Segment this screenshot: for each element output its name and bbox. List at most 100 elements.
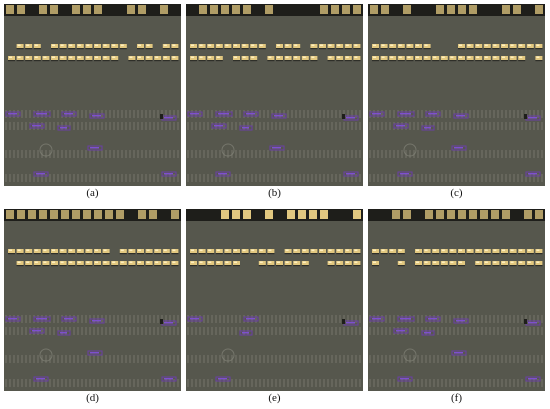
bus-shadow — [406, 60, 414, 62]
bus-shadow — [162, 60, 170, 62]
bus-roof — [163, 249, 167, 251]
detection-box — [421, 125, 435, 131]
bus-roof — [294, 249, 298, 251]
bus-roof — [86, 261, 90, 263]
bus-roof — [337, 249, 341, 251]
top-bus — [458, 210, 466, 219]
bus-shadow — [483, 48, 491, 50]
aerial-image-c — [368, 4, 545, 186]
detection-mark — [60, 127, 67, 129]
bus-roof — [450, 261, 454, 263]
detection-box — [187, 111, 203, 117]
bus-shadow — [16, 265, 24, 267]
detection-mark — [428, 113, 437, 115]
bus-roof — [199, 44, 203, 46]
detection-mark — [400, 113, 411, 115]
top-bus — [353, 210, 361, 219]
top-bus — [221, 5, 229, 14]
top-bus — [83, 210, 91, 219]
top-shadow-strip — [368, 209, 545, 221]
bus-shadow — [42, 253, 50, 255]
top-bus — [392, 210, 400, 219]
bus-roof — [285, 56, 289, 58]
detection-box — [393, 328, 409, 334]
top-bus — [320, 210, 328, 219]
bus-roof — [416, 56, 419, 58]
bus-shadow — [137, 253, 144, 255]
bus-roof — [34, 56, 38, 58]
bus-roof — [26, 249, 30, 251]
bus-roof — [294, 44, 298, 46]
bus-roof — [476, 249, 480, 251]
bus-roof — [502, 261, 505, 263]
bus-roof — [146, 56, 150, 58]
detection-box — [57, 330, 71, 336]
bus-shadow — [372, 48, 379, 50]
bus-shadow — [76, 265, 84, 267]
bus-roof — [441, 56, 445, 58]
bus-shadow — [258, 265, 266, 267]
bus-shadow — [233, 265, 240, 267]
bus-shadow — [233, 48, 240, 50]
bus-roof — [234, 44, 237, 46]
bus-shadow — [171, 265, 179, 267]
detection-box — [215, 171, 231, 177]
detection-box — [33, 171, 49, 177]
bus-roof — [52, 56, 55, 58]
top-bus — [403, 210, 411, 219]
bus-shadow — [119, 48, 127, 50]
aerial-image-b — [186, 4, 363, 186]
bus-shadow — [449, 60, 457, 62]
top-shadow-strip — [186, 4, 363, 16]
bus-shadow — [475, 60, 483, 62]
bus-roof — [259, 261, 263, 263]
bus-roof — [86, 56, 90, 58]
bus-roof — [510, 261, 514, 263]
bus-shadow — [102, 60, 110, 62]
detection-box — [397, 171, 413, 177]
bus-shadow — [415, 48, 422, 50]
detection-box — [57, 125, 71, 131]
bus-roof — [519, 56, 523, 58]
bus-roof — [172, 44, 176, 46]
bus-shadow — [207, 60, 215, 62]
bus-roof — [459, 44, 462, 46]
bus-shadow — [501, 60, 508, 62]
bus-shadow — [327, 60, 335, 62]
detection-box — [215, 111, 233, 117]
bus-shadow — [475, 253, 483, 255]
bus-roof — [103, 249, 107, 251]
bus-roof — [345, 44, 349, 46]
top-bus — [138, 210, 146, 219]
bus-shadow — [466, 253, 474, 255]
bus-roof — [95, 44, 98, 46]
bus-roof — [441, 261, 445, 263]
bus-shadow — [137, 265, 144, 267]
bus-shadow — [111, 60, 119, 62]
bus-shadow — [85, 48, 93, 50]
bus-shadow — [145, 48, 153, 50]
bus-roof — [502, 56, 505, 58]
bus-shadow — [102, 48, 110, 50]
bus-shadow — [207, 48, 215, 50]
top-bus — [149, 210, 157, 219]
bus-roof — [60, 261, 64, 263]
bus-shadow — [535, 48, 543, 50]
bus-roof — [493, 249, 497, 251]
detection-mark — [346, 322, 355, 324]
bus-shadow — [423, 48, 431, 50]
detection-mark — [92, 320, 101, 322]
top-bus — [50, 210, 58, 219]
bus-roof — [381, 249, 385, 251]
bus-shadow — [85, 253, 93, 255]
bus-roof — [373, 261, 376, 263]
bus-shadow — [8, 253, 15, 255]
bus-shadow — [518, 60, 526, 62]
detection-mark — [36, 318, 47, 320]
bus-roof — [320, 44, 323, 46]
detection-mark — [8, 318, 17, 320]
detection-mark — [164, 117, 173, 119]
bus-roof — [103, 44, 107, 46]
bus-shadow — [526, 48, 534, 50]
bus-shadow — [154, 265, 162, 267]
